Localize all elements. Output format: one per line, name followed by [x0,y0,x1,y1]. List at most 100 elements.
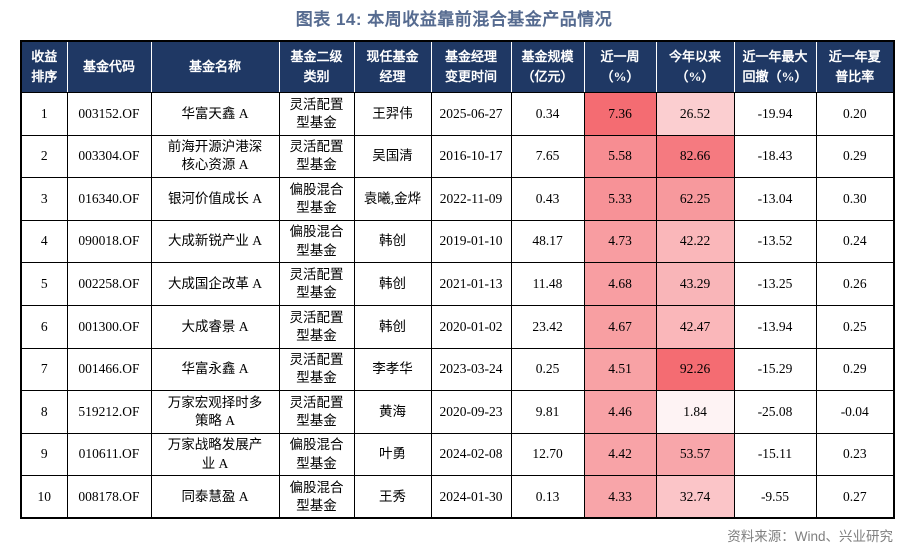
cell-ytd: 53.57 [655,432,735,477]
cell-rank: 3 [20,177,68,221]
cell-code: 001466.OF [66,347,152,392]
cell-week: 4.33 [583,475,657,519]
cell-change_date: 2025-06-27 [430,92,512,136]
column-header-max_drawdown: 近一年最大 回撤（%） [733,41,817,93]
cell-change_date: 2020-09-23 [430,390,512,434]
cell-manager: 吴国清 [353,134,432,179]
cell-category: 灵活配置 型基金 [278,262,355,306]
cell-max_drawdown: -9.55 [733,475,817,519]
table-row: 2 003304.OF 前海开源沪港深 核心资源 A 灵活配置 型基金 吴国清 2016-… [20,134,895,179]
cell-category: 偏股混合 型基金 [278,432,355,477]
cell-week: 4.67 [583,304,657,349]
cell-rank: 10 [20,475,68,519]
column-header-sharpe: 近一年夏 普比率 [815,41,894,93]
cell-manager: 黄海 [353,390,432,434]
table-row: 10 008178.OF 同泰慧盈 A 偏股混合 型基金 王秀 2024-01-30 0.1… [20,475,895,519]
cell-manager: 袁曦,金烨 [353,177,432,221]
cell-sharpe: 0.25 [815,304,895,349]
column-header-rank: 收益 排序 [21,41,68,93]
cell-max_drawdown: -18.43 [733,134,817,179]
cell-name: 万家战略发展产 业 A [150,432,280,477]
table-row: 6 001300.OF 大成睿景 A 灵活配置 型基金 韩创 2020-01-02 23.4… [20,304,895,349]
cell-rank: 4 [20,219,68,264]
cell-week: 5.58 [583,134,657,179]
cell-category: 灵活配置 型基金 [278,390,355,434]
cell-rank: 6 [20,304,68,349]
cell-manager: 王羿伟 [353,92,432,136]
cell-code: 519212.OF [66,390,152,434]
cell-rank: 7 [20,347,68,392]
figure-title: 图表 14: 本周收益靠前混合基金产品情况 [295,10,613,29]
table-row: 3 016340.OF 银河价值成长 A 偏股混合 型基金 袁曦,金烨 2022-11-0… [20,177,895,221]
cell-change_date: 2024-02-08 [430,432,512,477]
cell-manager: 韩创 [353,219,432,264]
cell-name: 大成睿景 A [150,304,280,349]
cell-category: 灵活配置 型基金 [278,134,355,179]
table-body: 1 003152.OF 华富天鑫 A 灵活配置 型基金 王羿伟 2025-06-27 0.3… [20,92,895,519]
cell-name: 华富天鑫 A [150,92,280,136]
cell-ytd: 62.25 [655,177,735,221]
cell-rank: 2 [20,134,68,179]
cell-manager: 韩创 [353,262,432,306]
cell-size: 12.70 [510,432,585,477]
cell-rank: 8 [20,390,68,434]
cell-ytd: 92.26 [655,347,735,392]
column-header-category: 基金二级 类别 [278,41,355,93]
cell-max_drawdown: -13.94 [733,304,817,349]
cell-sharpe: 0.30 [815,177,895,221]
table-row: 8 519212.OF 万家宏观择时多 策略 A 灵活配置 型基金 黄海 2020-09-… [20,390,895,434]
cell-sharpe: 0.29 [815,134,895,179]
table-row: 1 003152.OF 华富天鑫 A 灵活配置 型基金 王羿伟 2025-06-27 0.3… [20,92,895,136]
cell-sharpe: 0.23 [815,432,895,477]
cell-rank: 5 [20,262,68,306]
cell-sharpe: 0.20 [815,92,895,136]
cell-max_drawdown: -13.25 [733,262,817,306]
cell-week: 4.46 [583,390,657,434]
cell-code: 001300.OF [66,304,152,349]
cell-category: 偏股混合 型基金 [278,177,355,221]
cell-manager: 韩创 [353,304,432,349]
table-row: 9 010611.OF 万家战略发展产 业 A 偏股混合 型基金 叶勇 2024-02-0… [20,432,895,477]
cell-ytd: 42.22 [655,219,735,264]
column-header-manager: 现任基金 经理 [353,41,432,93]
cell-category: 偏股混合 型基金 [278,219,355,264]
cell-size: 0.43 [510,177,585,221]
cell-max_drawdown: -15.29 [733,347,817,392]
table-row: 7 001466.OF 华富永鑫 A 灵活配置 型基金 李孝华 2023-03-24 0.2… [20,347,895,392]
cell-category: 灵活配置 型基金 [278,347,355,392]
cell-category: 灵活配置 型基金 [278,304,355,349]
cell-category: 偏股混合 型基金 [278,475,355,519]
cell-name: 大成国企改革 A [150,262,280,306]
cell-sharpe: 0.29 [815,347,895,392]
cell-name: 万家宏观择时多 策略 A [150,390,280,434]
table-row: 4 090018.OF 大成新锐产业 A 偏股混合 型基金 韩创 2019-01-10 48… [20,219,895,264]
cell-ytd: 43.29 [655,262,735,306]
cell-category: 灵活配置 型基金 [278,92,355,136]
cell-name: 前海开源沪港深 核心资源 A [150,134,280,179]
cell-ytd: 42.47 [655,304,735,349]
cell-sharpe: -0.04 [815,390,895,434]
cell-size: 23.42 [510,304,585,349]
cell-change_date: 2019-01-10 [430,219,512,264]
table-row: 5 002258.OF 大成国企改革 A 灵活配置 型基金 韩创 2021-01-13 11… [20,262,895,306]
cell-change_date: 2020-01-02 [430,304,512,349]
cell-manager: 叶勇 [353,432,432,477]
cell-rank: 1 [20,92,68,136]
cell-code: 003304.OF [66,134,152,179]
cell-manager: 李孝华 [353,347,432,392]
cell-change_date: 2023-03-24 [430,347,512,392]
cell-code: 090018.OF [66,219,152,264]
cell-change_date: 2021-01-13 [430,262,512,306]
cell-name: 大成新锐产业 A [150,219,280,264]
cell-max_drawdown: -13.04 [733,177,817,221]
cell-size: 0.25 [510,347,585,392]
cell-week: 4.68 [583,262,657,306]
cell-name: 同泰慧盈 A [150,475,280,519]
cell-code: 008178.OF [66,475,152,519]
cell-max_drawdown: -13.52 [733,219,817,264]
source-note: 资料来源：Wind、兴业研究 [727,529,893,544]
header-row: 收益 排序 基金代码 基金名称 基金二级 类别 现任基金 经理 基金经理 变更时间 基金规模… [21,41,894,93]
cell-rank: 9 [20,432,68,477]
cell-ytd: 32.74 [655,475,735,519]
